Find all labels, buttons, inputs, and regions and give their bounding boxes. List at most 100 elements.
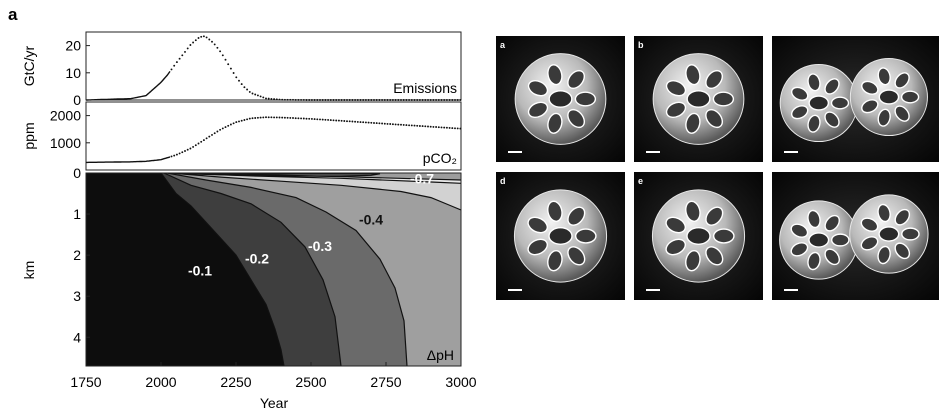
delta-ph-annotation: ΔpH: [427, 347, 454, 363]
projection-point: [405, 99, 408, 101]
projection-point: [294, 117, 297, 120]
projection-point: [454, 127, 456, 130]
projection-point: [400, 123, 402, 126]
projection-point: [351, 120, 354, 123]
projection-point: [283, 98, 286, 101]
pco2-y-axis-label: ppm: [21, 122, 37, 149]
projection-point: [391, 123, 394, 126]
projection-point: [386, 122, 389, 125]
projection-point: [459, 127, 462, 130]
projection-point: [197, 142, 200, 145]
coccolith-plate: [807, 251, 821, 271]
y-tick-label: 4: [73, 329, 81, 345]
contour-line: [160, 173, 285, 366]
projection-point: [308, 117, 311, 120]
historical-line: [86, 156, 171, 164]
projection-point: [351, 99, 354, 101]
projection-point: [194, 39, 197, 42]
coccolith-plate: [860, 236, 879, 251]
contour-line: [184, 173, 381, 177]
pco2-frame: [85, 101, 462, 171]
projection-point: [238, 120, 240, 123]
projection-point: [313, 118, 316, 121]
projection-point: [256, 116, 259, 119]
projection-point: [202, 139, 205, 142]
projection-point: [219, 128, 222, 131]
coccolith-plate: [665, 101, 687, 119]
projection-point: [346, 120, 348, 123]
y-tick-label: 2000: [50, 108, 81, 124]
projection-point: [440, 126, 443, 129]
projection-point: [402, 99, 405, 101]
projection-point: [211, 40, 213, 43]
projection-point: [240, 119, 243, 122]
projection-point: [383, 122, 386, 125]
coccolith-plate: [824, 111, 840, 128]
coccolith-plate: [527, 101, 549, 119]
projection-point: [343, 99, 346, 101]
projection-point: [362, 121, 365, 124]
projection-point: [346, 99, 348, 101]
projection-point: [229, 123, 232, 126]
projection-point: [373, 122, 375, 124]
projection-point: [186, 47, 189, 50]
coccolith-plate: [878, 226, 900, 242]
projection-point: [213, 43, 216, 46]
y-tick-label: 0: [73, 92, 81, 108]
projection-point: [381, 99, 384, 101]
projection-point: [319, 118, 321, 121]
projection-point: [216, 46, 219, 49]
projection-point: [273, 98, 276, 101]
projection-point: [208, 135, 211, 138]
projection-point: [235, 121, 238, 124]
projection-point: [418, 99, 421, 101]
projection-point: [302, 98, 305, 101]
coccolith-plate: [567, 206, 586, 226]
projection-point: [170, 155, 173, 158]
projection-point: [337, 119, 340, 122]
projection-point: [364, 99, 367, 101]
projection-point: [251, 92, 254, 95]
coccolith-plate: [860, 217, 879, 232]
projection-point: [170, 68, 173, 71]
historical-line: [86, 70, 171, 101]
projection-point: [356, 99, 359, 101]
projection-point: [248, 90, 251, 93]
coccolith-plate: [808, 95, 830, 111]
projection-point: [364, 121, 367, 124]
projection-point: [211, 133, 213, 136]
emissions-y-axis-label: GtC/yr: [21, 45, 37, 86]
coccolith-plate: [574, 91, 597, 107]
projection-point: [189, 147, 192, 150]
coccolith-plate: [824, 78, 840, 95]
projection-point: [416, 99, 419, 101]
coccolith-plate: [547, 112, 563, 134]
x-tick-label: 2250: [220, 374, 251, 390]
projection-point: [246, 118, 249, 121]
projection-point: [267, 97, 270, 100]
projection-point: [227, 63, 230, 66]
projection-point: [292, 98, 294, 101]
projection-point: [248, 117, 251, 120]
projection-point: [416, 124, 419, 127]
projection-point: [313, 99, 316, 101]
projection-point: [310, 117, 313, 120]
projection-point: [305, 99, 308, 101]
y-tick-label: 2: [73, 247, 81, 263]
coccolith-plate: [665, 79, 687, 97]
coccolith-plate: [877, 67, 891, 86]
projection-point: [437, 99, 440, 101]
projection-point: [283, 116, 286, 119]
emissions-panel: 0 10 20 GtC/yr Emissions: [21, 31, 462, 108]
x-tick-label: 3000: [445, 374, 476, 390]
coccolith-plate: [807, 209, 821, 229]
micrograph-label: a: [500, 40, 506, 50]
projection-point: [451, 127, 454, 130]
projection-point: [216, 130, 219, 133]
y-tick-label: 20: [65, 38, 81, 54]
projection-point: [378, 99, 381, 101]
projection-point: [205, 137, 208, 140]
projection-point: [181, 151, 184, 154]
micrograph-tile: d: [496, 172, 625, 300]
projection-point: [375, 99, 378, 101]
